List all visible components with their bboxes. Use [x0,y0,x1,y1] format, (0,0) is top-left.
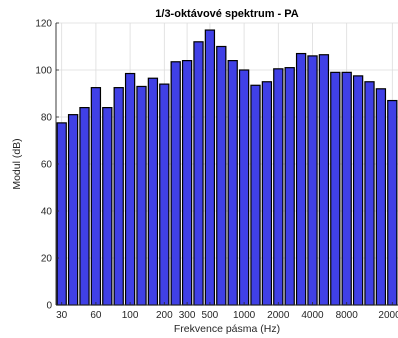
y-tick-label: 120 [35,19,52,30]
y-tick-label: 100 [35,66,52,77]
y-tick-label: 20 [41,254,53,265]
bar [375,88,387,306]
bar [261,81,273,306]
bar [352,75,364,306]
bar [227,59,238,306]
bar [364,81,375,306]
bar [170,61,181,306]
x-tick-label: 30 [56,310,68,321]
bar [67,114,79,306]
bar [159,83,170,306]
x-axis-label: Frekvence pásma (Hz) [174,323,280,335]
chart-title: 1/3-oktávové spektrum - PA [155,8,299,20]
axes: 0 20 40 60 80 100 120 30 60 100 200 300 500 1000 2000 4… [35,19,398,321]
bar [318,54,330,306]
bar [113,87,124,306]
x-tick-label: 1000 [233,310,256,321]
bar [124,72,136,306]
bar [284,67,295,306]
bar [102,106,113,306]
y-tick-label: 60 [41,160,53,171]
x-tick-label: 60 [90,310,102,321]
bar [90,87,102,306]
bar [295,52,307,306]
x-tick-label: 300 [179,310,196,321]
bar [204,29,216,306]
bar [193,41,204,306]
y-tick-label: 40 [41,207,53,218]
x-tick-label: 4000 [301,310,324,321]
bar [250,84,261,306]
y-axis-label: Modul (dB) [11,138,23,189]
bar [181,59,193,306]
bar [341,71,352,306]
bar [273,68,284,306]
bar [147,77,159,306]
bar [79,106,90,306]
x-tick-label: 100 [122,310,139,321]
x-tick-label: 500 [202,310,219,321]
x-tick-label: 8000 [336,310,359,321]
bar [216,45,227,306]
bar [56,122,67,306]
x-tick-label: 200 [156,310,173,321]
bar [136,85,147,306]
bar [307,55,318,306]
bar [387,99,398,306]
y-tick-label: 80 [41,113,53,124]
bar [330,71,341,306]
y-tick-label: 0 [46,301,52,312]
x-tick-label: 2000 [267,310,290,321]
bar [238,69,250,306]
x-tick-label: 20000 [378,310,398,321]
